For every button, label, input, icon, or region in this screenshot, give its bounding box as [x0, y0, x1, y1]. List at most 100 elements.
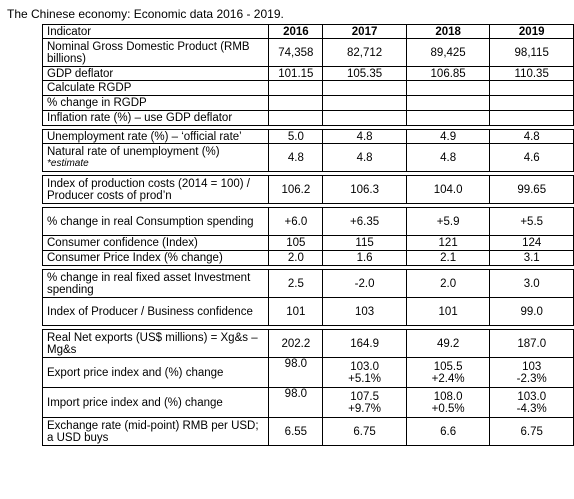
row-label: GDP deflator: [41, 66, 270, 81]
cell-2016: 101.15: [268, 66, 324, 81]
cell-2018: 101: [405, 297, 491, 326]
cell-2017: 103.0 +5.1%: [322, 357, 407, 388]
row-label: Index of production costs (2014 = 100) /…: [41, 175, 270, 204]
cell-2016: 2.5: [268, 269, 324, 298]
cell-2019: 98,115: [489, 38, 574, 67]
row-label: Inflation rate (%) – use GDP deflator: [41, 110, 270, 126]
header-year-2019: 2019: [489, 24, 574, 39]
table-row: Consumer confidence (Index) 105 115 121 …: [41, 235, 574, 251]
row-label: Export price index and (%) change: [41, 357, 270, 388]
header-year-2018: 2018: [405, 24, 491, 39]
cell-2018: 2.0: [405, 269, 491, 298]
cell-2017: 4.8: [322, 129, 407, 144]
cell-2019: 3.1: [489, 250, 574, 266]
cell-2017: 107.5 +9.7%: [322, 387, 407, 418]
row-label: Exchange rate (mid-point) RMB per USD; a…: [41, 417, 270, 446]
cell-2018: [405, 95, 491, 111]
row-label: Index of Producer / Business confidence: [41, 297, 270, 326]
cell-2019: 4.8: [489, 129, 574, 144]
cell-2016: 106.2: [268, 175, 324, 204]
row-label: Consumer Price Index (% change): [41, 250, 270, 266]
row-label: Import price index and (%) change: [41, 387, 270, 418]
table-row: Export price index and (%) change 98.0 1…: [41, 357, 574, 388]
row-label: % change in RGDP: [41, 95, 270, 111]
table-row: Natural rate of unemployment (%) *estima…: [41, 143, 574, 172]
cell-2019: 124: [489, 235, 574, 251]
table-row: Index of production costs (2014 = 100) /…: [41, 175, 574, 204]
cell-2017: 105.35: [322, 66, 407, 81]
cell-2017: 4.8: [322, 143, 407, 172]
table-row: Nominal Gross Domestic Product (RMB bill…: [41, 38, 574, 67]
table-row: Real Net exports (US$ millions) = Xg&s –…: [41, 329, 574, 358]
cell-2019: 99.0: [489, 297, 574, 326]
cell-2019: 187.0: [489, 329, 574, 358]
cell-2018: 6.6: [405, 417, 491, 446]
table-row: % change in real Consumption spending +6…: [41, 207, 574, 236]
cell-2019: 110.35: [489, 66, 574, 81]
cell-2019: 3.0: [489, 269, 574, 298]
cell-2016: 2.0: [268, 250, 324, 266]
row-label: Calculate RGDP: [41, 80, 270, 96]
cell-2016: 4.8: [268, 143, 324, 172]
cell-2016: 105: [268, 235, 324, 251]
cell-2017: 103: [322, 297, 407, 326]
table-row: Calculate RGDP: [41, 80, 574, 96]
cell-2018: 104.0: [405, 175, 491, 204]
table-row: % change in real fixed asset Investment …: [41, 269, 574, 298]
cell-2016: +6.0: [268, 207, 324, 236]
cell-2017: 6.75: [322, 417, 407, 446]
header-year-2016: 2016: [268, 24, 324, 39]
cell-2018: 2.1: [405, 250, 491, 266]
table-row: GDP deflator 101.15 105.35 106.85 110.35: [41, 66, 574, 81]
cell-2016: 5.0: [268, 129, 324, 144]
economic-data-table: Indicator 2016 2017 2018 2019 Nominal Gr…: [41, 24, 574, 446]
cell-2017: +6.35: [322, 207, 407, 236]
table-row: Index of Producer / Business confidence …: [41, 297, 574, 326]
cell-2018: 89,425: [405, 38, 491, 67]
cell-2018: 49.2: [405, 329, 491, 358]
header-year-2017: 2017: [322, 24, 407, 39]
cell-2016: [268, 95, 324, 111]
cell-2018: 4.8: [405, 143, 491, 172]
cell-2016: [268, 110, 324, 126]
page-title: The Chinese economy: Economic data 2016 …: [7, 7, 284, 21]
cell-2017: 1.6: [322, 250, 407, 266]
cell-2016: [268, 80, 324, 96]
cell-2017: 106.3: [322, 175, 407, 204]
cell-2019: 103 -2.3%: [489, 357, 574, 388]
cell-2016: 98.0: [268, 387, 324, 418]
header-indicator: Indicator: [41, 24, 270, 39]
cell-2018: 106.85: [405, 66, 491, 81]
row-label: Natural rate of unemployment (%) *estima…: [41, 143, 270, 172]
cell-2019: 6.75: [489, 417, 574, 446]
row-label: Unemployment rate (%) – ‘official rate’: [41, 129, 270, 144]
row-label-text: Natural rate of unemployment (%): [47, 145, 220, 158]
cell-2019: [489, 80, 574, 96]
cell-2016: 98.0: [268, 357, 324, 388]
row-label: Nominal Gross Domestic Product (RMB bill…: [41, 38, 270, 67]
row-label: Consumer confidence (Index): [41, 235, 270, 251]
cell-2017: 115: [322, 235, 407, 251]
cell-2017: [322, 95, 407, 111]
cell-2019: 103.0 -4.3%: [489, 387, 574, 418]
row-label: % change in real Consumption spending: [41, 207, 270, 236]
table-row: % change in RGDP: [41, 95, 574, 111]
cell-2017: 164.9: [322, 329, 407, 358]
cell-2018: 105.5 +2.4%: [405, 357, 491, 388]
cell-2016: 6.55: [268, 417, 324, 446]
table-row: Import price index and (%) change 98.0 1…: [41, 387, 574, 418]
row-label: Real Net exports (US$ millions) = Xg&s –…: [41, 329, 270, 358]
cell-2016: 101: [268, 297, 324, 326]
cell-2019: +5.5: [489, 207, 574, 236]
cell-2017: [322, 80, 407, 96]
cell-2019: 4.6: [489, 143, 574, 172]
header-row: Indicator 2016 2017 2018 2019: [41, 24, 574, 39]
cell-2017: [322, 110, 407, 126]
row-label-note: *estimate: [47, 157, 89, 169]
table-row: Exchange rate (mid-point) RMB per USD; a…: [41, 417, 574, 446]
cell-2018: [405, 80, 491, 96]
table-row: Consumer Price Index (% change) 2.0 1.6 …: [41, 250, 574, 266]
cell-2018: 4.9: [405, 129, 491, 144]
cell-2018: 108.0 +0.5%: [405, 387, 491, 418]
cell-2018: +5.9: [405, 207, 491, 236]
